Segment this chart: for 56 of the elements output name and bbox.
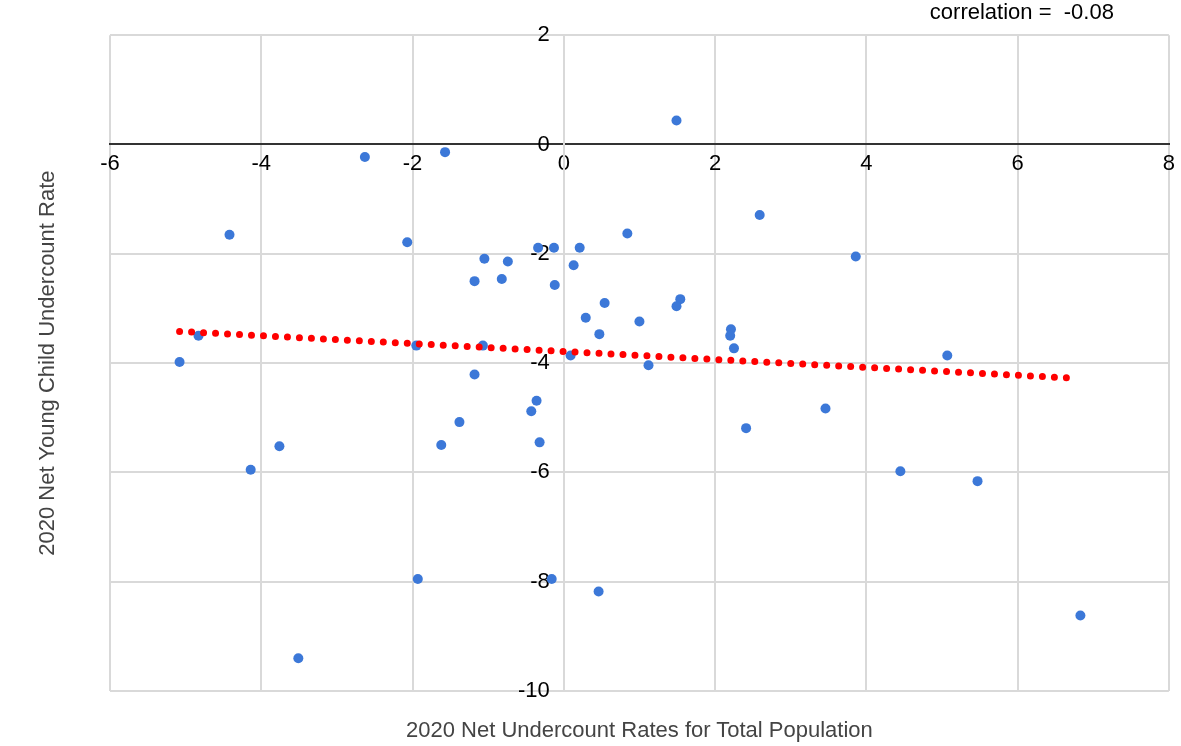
point xyxy=(293,653,304,664)
point xyxy=(359,152,370,163)
point xyxy=(469,369,480,380)
point xyxy=(594,329,605,340)
point xyxy=(548,242,559,253)
point xyxy=(942,350,953,361)
x-tick-label: 2 xyxy=(708,149,722,175)
point xyxy=(671,115,682,126)
x-axis-title: 2020 Net Undercount Rates for Total Population xyxy=(406,717,873,743)
point xyxy=(402,237,413,248)
x-tick-label: 8 xyxy=(1162,149,1176,175)
point xyxy=(531,395,542,406)
point xyxy=(754,210,765,220)
y-tick-label: -4 xyxy=(530,349,550,375)
text: correlation = -0.08 xyxy=(929,0,1114,25)
point xyxy=(274,441,285,452)
y-tick-label: -10 xyxy=(518,677,550,703)
point xyxy=(643,360,654,371)
point xyxy=(972,476,983,487)
point xyxy=(534,437,545,448)
point xyxy=(741,423,752,434)
point xyxy=(412,573,423,584)
y-axis-title: 2020 Net Young Child Undercount Rate xyxy=(34,170,60,556)
point xyxy=(454,417,465,428)
point xyxy=(224,229,235,240)
point xyxy=(593,586,604,597)
y-tick-label: -8 xyxy=(530,567,550,593)
y-tick-label: 2 xyxy=(537,21,550,47)
point xyxy=(895,466,906,477)
point xyxy=(728,343,739,354)
point xyxy=(174,357,185,368)
point xyxy=(574,242,585,253)
point xyxy=(469,276,480,287)
x-tick-label: 6 xyxy=(1011,149,1024,175)
point xyxy=(671,301,682,312)
point xyxy=(850,251,861,262)
x-tick-label: 4 xyxy=(860,149,873,175)
point xyxy=(496,273,507,284)
point xyxy=(436,440,447,451)
point xyxy=(568,260,579,271)
point xyxy=(526,406,537,417)
point xyxy=(820,403,831,414)
point xyxy=(1075,610,1086,621)
x-tick-label: -6 xyxy=(100,149,120,175)
point xyxy=(634,316,645,327)
y-tick-label: -6 xyxy=(530,458,550,484)
x-tick-label: -4 xyxy=(251,149,272,175)
point xyxy=(622,228,633,239)
point xyxy=(245,464,256,475)
point xyxy=(479,253,490,264)
point xyxy=(549,279,560,290)
point xyxy=(580,312,591,323)
point xyxy=(502,256,513,267)
x-tick-label: -2 xyxy=(402,149,423,175)
point xyxy=(599,297,610,308)
point xyxy=(440,147,451,158)
